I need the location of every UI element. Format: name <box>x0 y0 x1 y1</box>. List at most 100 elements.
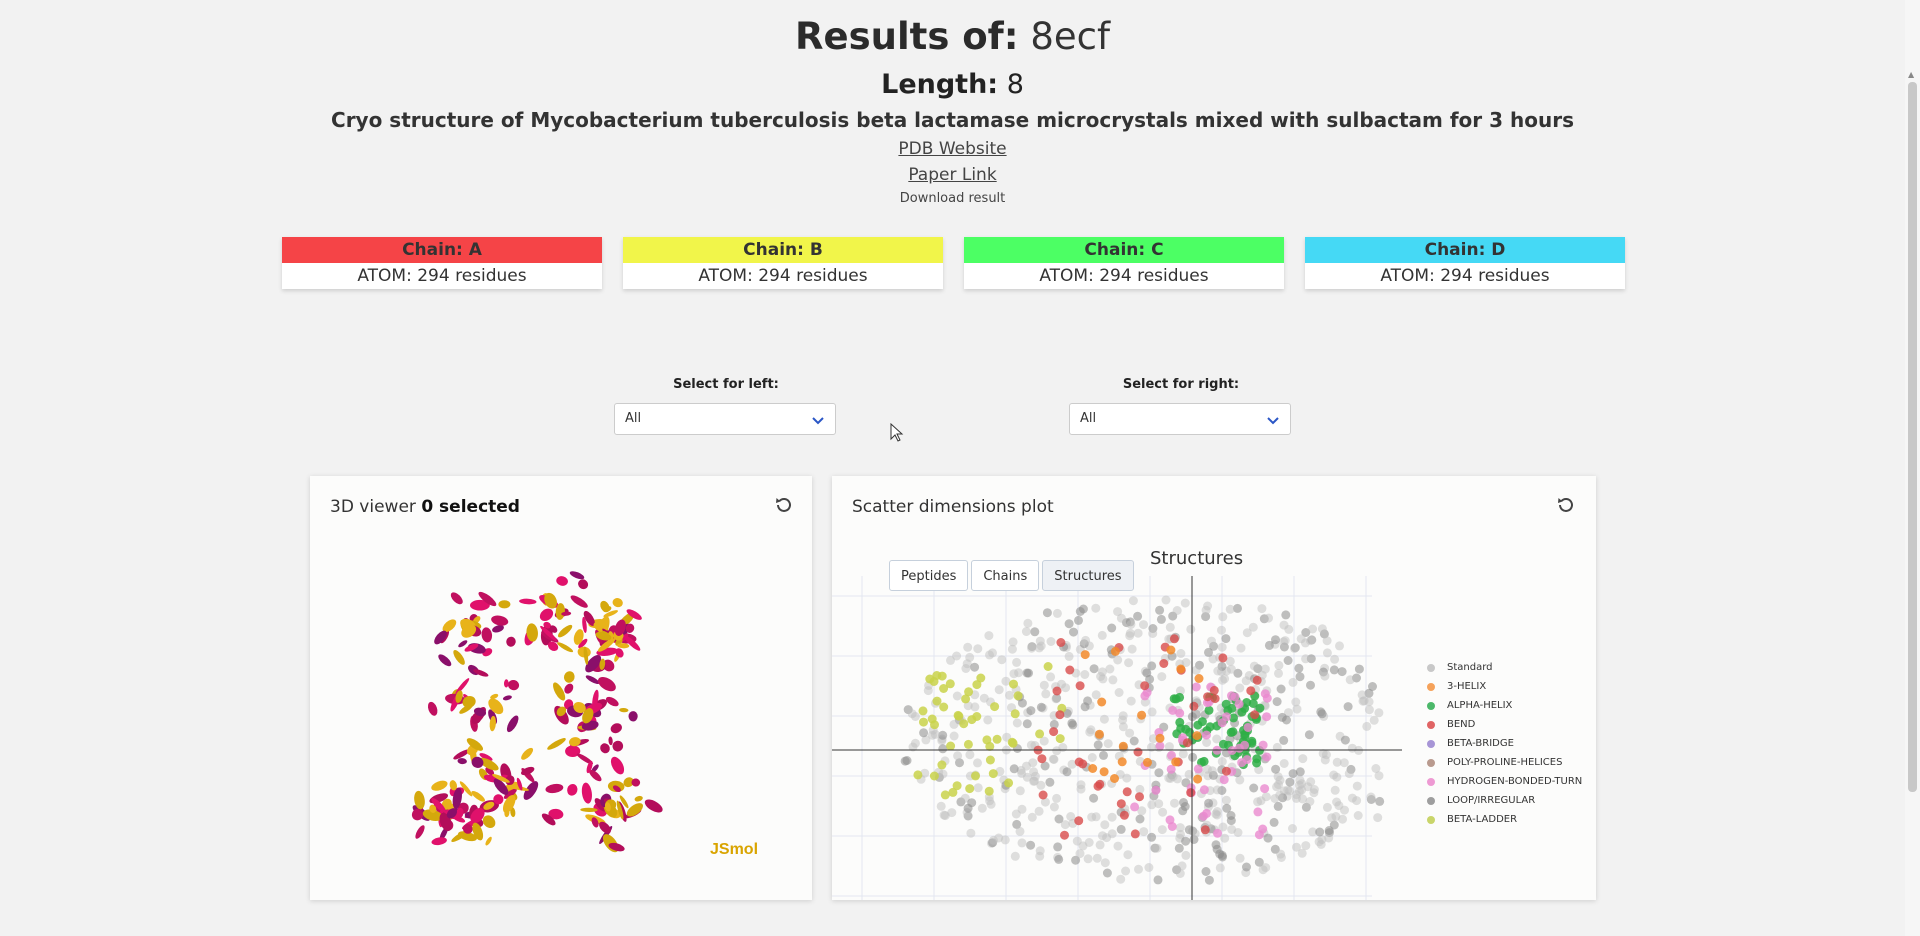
scatter-title: Scatter dimensions plot <box>852 497 1054 517</box>
reset-icon[interactable] <box>1556 495 1576 515</box>
scatter-point-standard <box>1134 864 1143 874</box>
scatter-point-standard <box>1026 740 1036 750</box>
scatter-point-standard <box>1123 850 1133 860</box>
scatter-point-standard <box>1007 644 1017 654</box>
scatter-point-standard <box>1352 796 1362 806</box>
scatter-point-standard <box>1091 812 1101 822</box>
legend-item[interactable]: 3-HELIX <box>1427 677 1582 696</box>
length-line: Length: 8 <box>0 68 1905 102</box>
legend-item[interactable]: HYDROGEN-BONDED-TURN <box>1427 772 1582 791</box>
scatter-point-standard <box>985 796 995 806</box>
mouse-cursor-icon <box>890 423 904 442</box>
pdb-website-link[interactable]: PDB Website <box>898 139 1007 159</box>
chain-card-c[interactable]: Chain: C ATOM: 294 residues <box>964 237 1284 289</box>
ribbon-segment <box>488 698 504 715</box>
ribbon-segment <box>582 616 587 633</box>
chain-card-header: Chain: D <box>1305 237 1625 263</box>
chain-card-d[interactable]: Chain: D ATOM: 294 residues <box>1305 237 1625 289</box>
scatter-point-beta-ladder <box>918 706 928 716</box>
ribbon-segment <box>573 629 584 645</box>
scatter-point-bend <box>1119 810 1129 820</box>
scatter-point-loop <box>1233 668 1243 678</box>
scatter-point-standard <box>1301 654 1311 664</box>
scatter-point-hbond-turn <box>1240 740 1250 750</box>
legend-label: BETA-BRIDGE <box>1447 738 1514 749</box>
scatter-point-beta-ladder <box>961 694 971 704</box>
scatter-point-loop <box>1107 623 1117 633</box>
scrollbar-thumb[interactable] <box>1908 82 1917 792</box>
scatter-point-standard <box>1176 829 1185 839</box>
scroll-up-icon[interactable]: ▲ <box>1908 70 1915 79</box>
ribbon-segment <box>455 690 463 703</box>
scatter-point-standard <box>1170 798 1179 808</box>
scatter-plot[interactable] <box>832 576 1412 900</box>
scatter-point-standard <box>1217 757 1227 766</box>
scatter-point-standard <box>1149 734 1158 744</box>
scatter-point-standard <box>1227 825 1237 834</box>
scatter-point-standard <box>1335 641 1344 651</box>
ribbon-segment <box>624 635 641 651</box>
page-scrollbar[interactable]: ▲ <box>1905 0 1920 936</box>
scatter-point-standard <box>963 642 973 652</box>
ribbon-segment <box>585 655 602 673</box>
scatter-point-3-helix <box>1155 733 1165 743</box>
scatter-point-beta-ladder <box>965 784 975 794</box>
scatter-point-hbond-turn <box>1155 741 1165 751</box>
length-value: 8 <box>1006 69 1024 100</box>
scatter-point-standard <box>1347 743 1357 753</box>
paper-link[interactable]: Paper Link <box>908 165 997 185</box>
scatter-point-standard <box>1248 622 1258 632</box>
ribbon-segment <box>492 774 510 783</box>
scatter-point-standard <box>1091 603 1101 613</box>
scatter-point-alpha-helix <box>1248 699 1258 708</box>
scatter-point-loop <box>1204 798 1214 808</box>
scatter-point-standard <box>1288 824 1297 833</box>
download-result-link[interactable]: Download result <box>899 191 1006 206</box>
scatter-point-loop <box>1174 843 1184 853</box>
ribbon-segment <box>569 571 585 580</box>
ribbon-segment <box>612 740 624 752</box>
scatter-point-beta-ladder <box>948 787 958 797</box>
legend-label: POLY-PROLINE-HELICES <box>1447 757 1563 768</box>
legend-item[interactable]: BETA-BRIDGE <box>1427 734 1582 753</box>
scatter-point-standard <box>1086 725 1096 735</box>
legend-item[interactable]: POLY-PROLINE-HELICES <box>1427 753 1582 772</box>
scatter-point-hbond-turn <box>1165 815 1175 825</box>
select-right-dropdown[interactable]: All <box>1069 403 1291 435</box>
results-label: Results of: <box>795 15 1019 58</box>
protein-structure-image[interactable] <box>410 566 700 866</box>
select-left-dropdown[interactable]: All <box>614 403 836 435</box>
scatter-point-standard <box>1330 785 1340 795</box>
ribbon-segment <box>615 648 624 658</box>
legend-item[interactable]: Standard <box>1427 658 1582 677</box>
legend-dot <box>1427 682 1435 691</box>
ribbon-segment <box>591 817 599 828</box>
scatter-point-alpha-helix <box>1242 698 1252 707</box>
ribbon-segment <box>523 781 539 800</box>
legend-label: 3-HELIX <box>1447 681 1487 692</box>
select-right-label: Select for right: <box>1122 377 1240 392</box>
scatter-point-standard <box>1108 675 1118 685</box>
scatter-point-standard <box>1327 813 1337 823</box>
reset-icon[interactable] <box>774 495 794 515</box>
results-value: 8ecf <box>1030 15 1110 58</box>
legend-item[interactable]: LOOP/IRREGULAR <box>1427 791 1582 810</box>
legend-item[interactable]: ALPHA-HELIX <box>1427 696 1582 715</box>
chain-card-a[interactable]: Chain: A ATOM: 294 residues <box>282 237 602 289</box>
scatter-point-standard <box>1014 668 1024 678</box>
ribbon-segment <box>608 736 613 746</box>
legend-label: BETA-LADDER <box>1447 814 1518 825</box>
tab-chains[interactable]: Chains <box>971 560 1040 591</box>
ribbon-segment <box>608 842 625 852</box>
scatter-point-standard <box>1139 620 1148 630</box>
ribbon-segment <box>489 715 496 732</box>
scatter-point-bend <box>1116 799 1126 809</box>
legend-dot <box>1427 720 1435 729</box>
scatter-point-standard <box>1369 715 1379 725</box>
chain-card-b[interactable]: Chain: B ATOM: 294 residues <box>623 237 943 289</box>
scatter-point-loop <box>1301 628 1311 637</box>
legend-item[interactable]: BETA-LADDER <box>1427 810 1582 829</box>
legend-item[interactable]: BEND <box>1427 715 1582 734</box>
tab-peptides[interactable]: Peptides <box>889 560 969 591</box>
tab-structures[interactable]: Structures <box>1042 560 1134 591</box>
